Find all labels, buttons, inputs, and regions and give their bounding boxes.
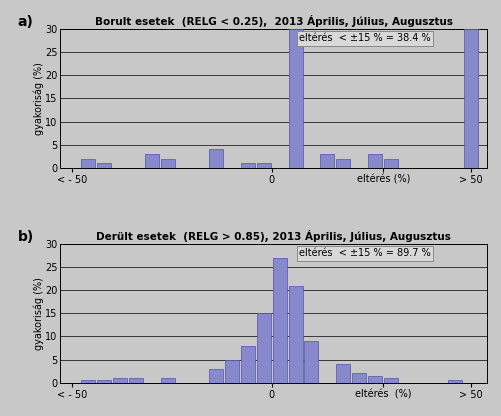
Bar [288, 286, 302, 383]
Bar [81, 158, 95, 168]
Bar [368, 154, 381, 168]
Text: b): b) [18, 230, 34, 244]
Bar [447, 380, 461, 383]
Text: eltérés  < ±15 % = 38.4 %: eltérés < ±15 % = 38.4 % [299, 33, 430, 43]
Bar [383, 378, 397, 383]
Bar [208, 369, 222, 383]
Y-axis label: gyakoriság (%): gyakoriság (%) [33, 277, 44, 350]
Y-axis label: gyakoriság (%): gyakoriság (%) [33, 62, 44, 135]
Bar [320, 154, 334, 168]
Title: Derült esetek  (RELG > 0.85), 2013 Április, Július, Augusztus: Derült esetek (RELG > 0.85), 2013 Áprili… [96, 230, 450, 242]
Text: a): a) [18, 15, 34, 29]
Bar [352, 374, 366, 383]
Bar [304, 341, 318, 383]
Bar [240, 163, 254, 168]
Bar [256, 163, 270, 168]
Bar [272, 258, 286, 383]
Bar [463, 29, 477, 168]
Bar [368, 376, 381, 383]
Title: Borult esetek  (RELG < 0.25),  2013 Április, Július, Augusztus: Borult esetek (RELG < 0.25), 2013 Áprili… [94, 15, 452, 27]
Text: eltérés  < ±15 % = 89.7 %: eltérés < ±15 % = 89.7 % [299, 248, 430, 258]
Bar [288, 29, 302, 168]
Bar [97, 163, 111, 168]
Bar [383, 158, 397, 168]
Bar [208, 149, 222, 168]
Bar [336, 364, 350, 383]
Bar [336, 158, 350, 168]
Bar [113, 378, 127, 383]
Bar [224, 359, 238, 383]
Bar [97, 380, 111, 383]
Bar [161, 378, 174, 383]
Bar [145, 154, 159, 168]
Bar [81, 380, 95, 383]
Bar [161, 158, 174, 168]
Bar [256, 313, 270, 383]
Bar [129, 378, 143, 383]
Bar [240, 346, 254, 383]
